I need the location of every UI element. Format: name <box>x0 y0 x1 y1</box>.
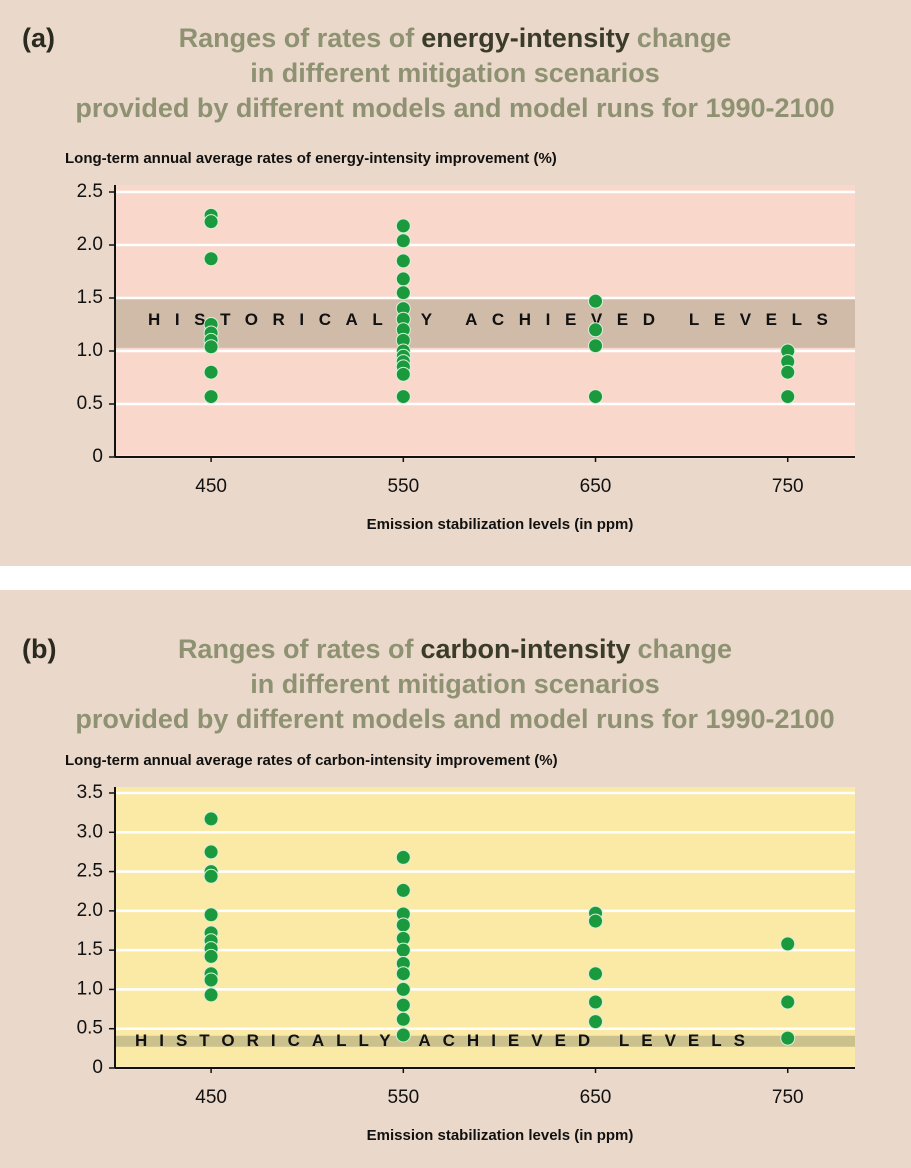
data-point <box>588 913 604 929</box>
data-point <box>395 253 411 269</box>
x-axis-label: Emission stabilization levels (in ppm) <box>367 1127 634 1144</box>
data-point <box>588 966 604 982</box>
y-tick-label: 0 <box>92 446 103 467</box>
data-point <box>395 981 411 997</box>
data-point <box>395 1027 411 1043</box>
data-point <box>203 844 219 860</box>
y-tick-label: 2.5 <box>77 181 103 202</box>
data-point <box>588 338 604 354</box>
data-point <box>395 966 411 982</box>
title-part: change <box>638 634 733 664</box>
data-point <box>395 389 411 405</box>
data-point <box>395 882 411 898</box>
data-point <box>395 1011 411 1027</box>
y-tick-label: 3.5 <box>77 782 103 803</box>
data-point <box>203 251 219 267</box>
data-point <box>588 322 604 338</box>
panel-label: (b) <box>22 634 56 664</box>
chart-subtitle: provided by different models and model r… <box>75 93 834 123</box>
data-point <box>588 389 604 405</box>
y-axis-label: Long-term annual average rates of energy… <box>65 150 557 167</box>
y-tick-label: 2.0 <box>77 234 103 255</box>
data-point <box>203 868 219 884</box>
data-point <box>780 389 796 405</box>
data-point <box>203 948 219 964</box>
band-label: HISTORICALLY ACHIEVED LEVELS <box>135 1031 757 1050</box>
data-point <box>203 972 219 988</box>
band-label: HISTORICALLY ACHIEVED LEVELS <box>148 310 842 329</box>
data-point <box>395 218 411 234</box>
y-tick-label: 0.5 <box>77 1018 103 1039</box>
y-tick-label: 2.0 <box>77 900 103 921</box>
data-point <box>588 293 604 309</box>
data-point <box>780 936 796 952</box>
data-point <box>395 366 411 382</box>
chart-subtitle: in different mitigation scenarios <box>250 669 660 699</box>
data-point <box>588 994 604 1010</box>
data-point <box>780 364 796 380</box>
x-tick-label: 550 <box>387 1087 419 1108</box>
title-part: Ranges of rates of <box>178 634 415 664</box>
title-part: energy-intensity <box>421 23 630 53</box>
x-tick-label: 450 <box>195 476 227 497</box>
chart-subtitle: provided by different models and model r… <box>75 704 834 734</box>
y-tick-label: 3.0 <box>77 821 103 842</box>
y-axis-label: Long-term annual average rates of carbon… <box>65 752 558 769</box>
title-part: carbon-intensity <box>421 634 631 664</box>
data-point <box>395 271 411 287</box>
chart-title: Ranges of rates of carbon-intensity change <box>178 634 732 664</box>
y-tick-label: 0.5 <box>77 393 103 414</box>
x-tick-label: 750 <box>772 476 804 497</box>
historical-band <box>115 299 855 348</box>
data-point <box>395 233 411 249</box>
x-tick-label: 750 <box>772 1087 804 1108</box>
y-tick-label: 1.0 <box>77 978 103 999</box>
x-tick-label: 650 <box>580 1087 612 1108</box>
y-tick-label: 1.0 <box>77 340 103 361</box>
y-tick-label: 1.5 <box>77 287 103 308</box>
y-tick-label: 2.5 <box>77 861 103 882</box>
data-point <box>395 917 411 933</box>
data-point <box>203 389 219 405</box>
data-point <box>203 214 219 230</box>
title-part: Ranges of rates of <box>179 23 416 53</box>
data-point <box>203 907 219 923</box>
data-point <box>203 364 219 380</box>
panel-label: (a) <box>22 23 55 53</box>
x-tick-label: 550 <box>387 476 419 497</box>
data-point <box>203 339 219 355</box>
data-point <box>395 942 411 958</box>
y-tick-label: 1.5 <box>77 939 103 960</box>
y-tick-label: 0 <box>92 1057 103 1078</box>
plot-background <box>115 787 855 1068</box>
historical-band <box>115 1035 855 1047</box>
data-point <box>203 811 219 827</box>
x-tick-label: 650 <box>580 476 612 497</box>
data-point <box>395 997 411 1013</box>
data-point <box>780 994 796 1010</box>
title-part: change <box>637 23 732 53</box>
chart-subtitle: in different mitigation scenarios <box>250 58 660 88</box>
chart-title: Ranges of rates of energy-intensity change <box>179 23 732 53</box>
data-point <box>395 285 411 301</box>
x-tick-label: 450 <box>195 1087 227 1108</box>
data-point <box>395 849 411 865</box>
data-point <box>203 987 219 1003</box>
data-point <box>588 1014 604 1030</box>
data-point <box>780 1030 796 1046</box>
x-axis-label: Emission stabilization levels (in ppm) <box>367 516 634 533</box>
